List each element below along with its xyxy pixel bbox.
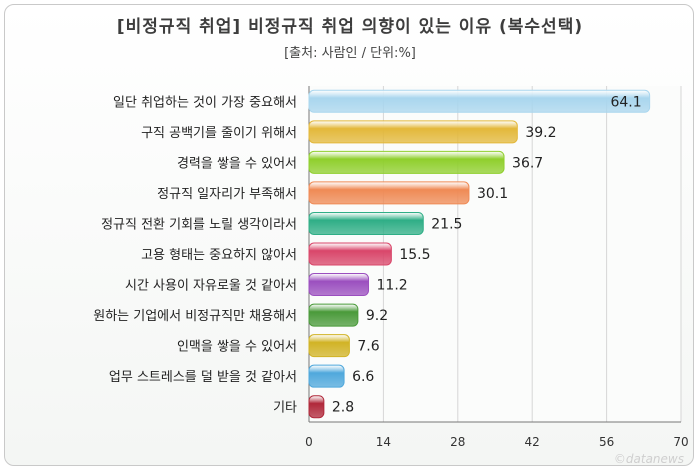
category-label: 시간 사용이 자유로울 것 같아서 bbox=[125, 279, 297, 294]
category-label: 업무 스트레스를 덜 받을 것 같아서 bbox=[109, 370, 297, 385]
value-label: 9.2 bbox=[366, 308, 388, 324]
x-tick-label: 14 bbox=[376, 435, 391, 449]
watermark: ©datanews bbox=[613, 452, 684, 466]
bar bbox=[308, 334, 350, 358]
x-tick-label: 56 bbox=[599, 435, 614, 449]
category-label: 경력을 쌓을 수 있어서 bbox=[177, 156, 297, 171]
bar bbox=[308, 181, 470, 205]
value-label: 7.6 bbox=[357, 339, 379, 355]
bar bbox=[308, 395, 325, 419]
value-label: 11.2 bbox=[377, 278, 408, 294]
value-label: 2.8 bbox=[332, 400, 354, 416]
value-label: 39.2 bbox=[525, 125, 556, 141]
value-label: 64.1 bbox=[610, 94, 641, 110]
category-label: 정규직 일자리가 부족해서 bbox=[157, 187, 297, 202]
bar bbox=[308, 120, 518, 144]
x-tick-label: 42 bbox=[525, 435, 540, 449]
bar bbox=[308, 303, 359, 327]
category-label: 원하는 기업에서 비정규직만 채용해서 bbox=[93, 309, 297, 324]
bar bbox=[308, 273, 370, 297]
category-label: 인맥을 쌓을 수 있어서 bbox=[177, 340, 297, 355]
bar bbox=[308, 242, 392, 266]
value-label: 36.7 bbox=[512, 155, 543, 171]
category-label: 정규직 전환 기회를 노릴 생각이라서 bbox=[101, 217, 297, 232]
category-label: 일단 취업하는 것이 가장 중요해서 bbox=[113, 95, 297, 110]
bar bbox=[308, 89, 651, 113]
value-label: 15.5 bbox=[399, 247, 430, 263]
value-label: 30.1 bbox=[477, 186, 508, 202]
x-tick-label: 0 bbox=[305, 435, 313, 449]
value-label: 21.5 bbox=[431, 216, 462, 232]
chart-title: [비정규직 취업] 비정규직 취업 의향이 있는 이유 (복수선택) bbox=[116, 17, 584, 37]
bar bbox=[308, 150, 505, 174]
chart-subtitle: [출처: 사람인 / 단위:%] bbox=[284, 46, 416, 61]
bar bbox=[308, 211, 424, 235]
category-label: 기타 bbox=[273, 401, 297, 416]
x-tick-label: 70 bbox=[673, 435, 688, 449]
bar bbox=[308, 364, 345, 388]
category-label: 구직 공백기를 줄이기 위해서 bbox=[141, 126, 297, 141]
value-label: 6.6 bbox=[352, 369, 374, 385]
category-label: 고용 형태는 중요하지 않아서 bbox=[141, 248, 297, 263]
x-tick-label: 28 bbox=[450, 435, 465, 449]
